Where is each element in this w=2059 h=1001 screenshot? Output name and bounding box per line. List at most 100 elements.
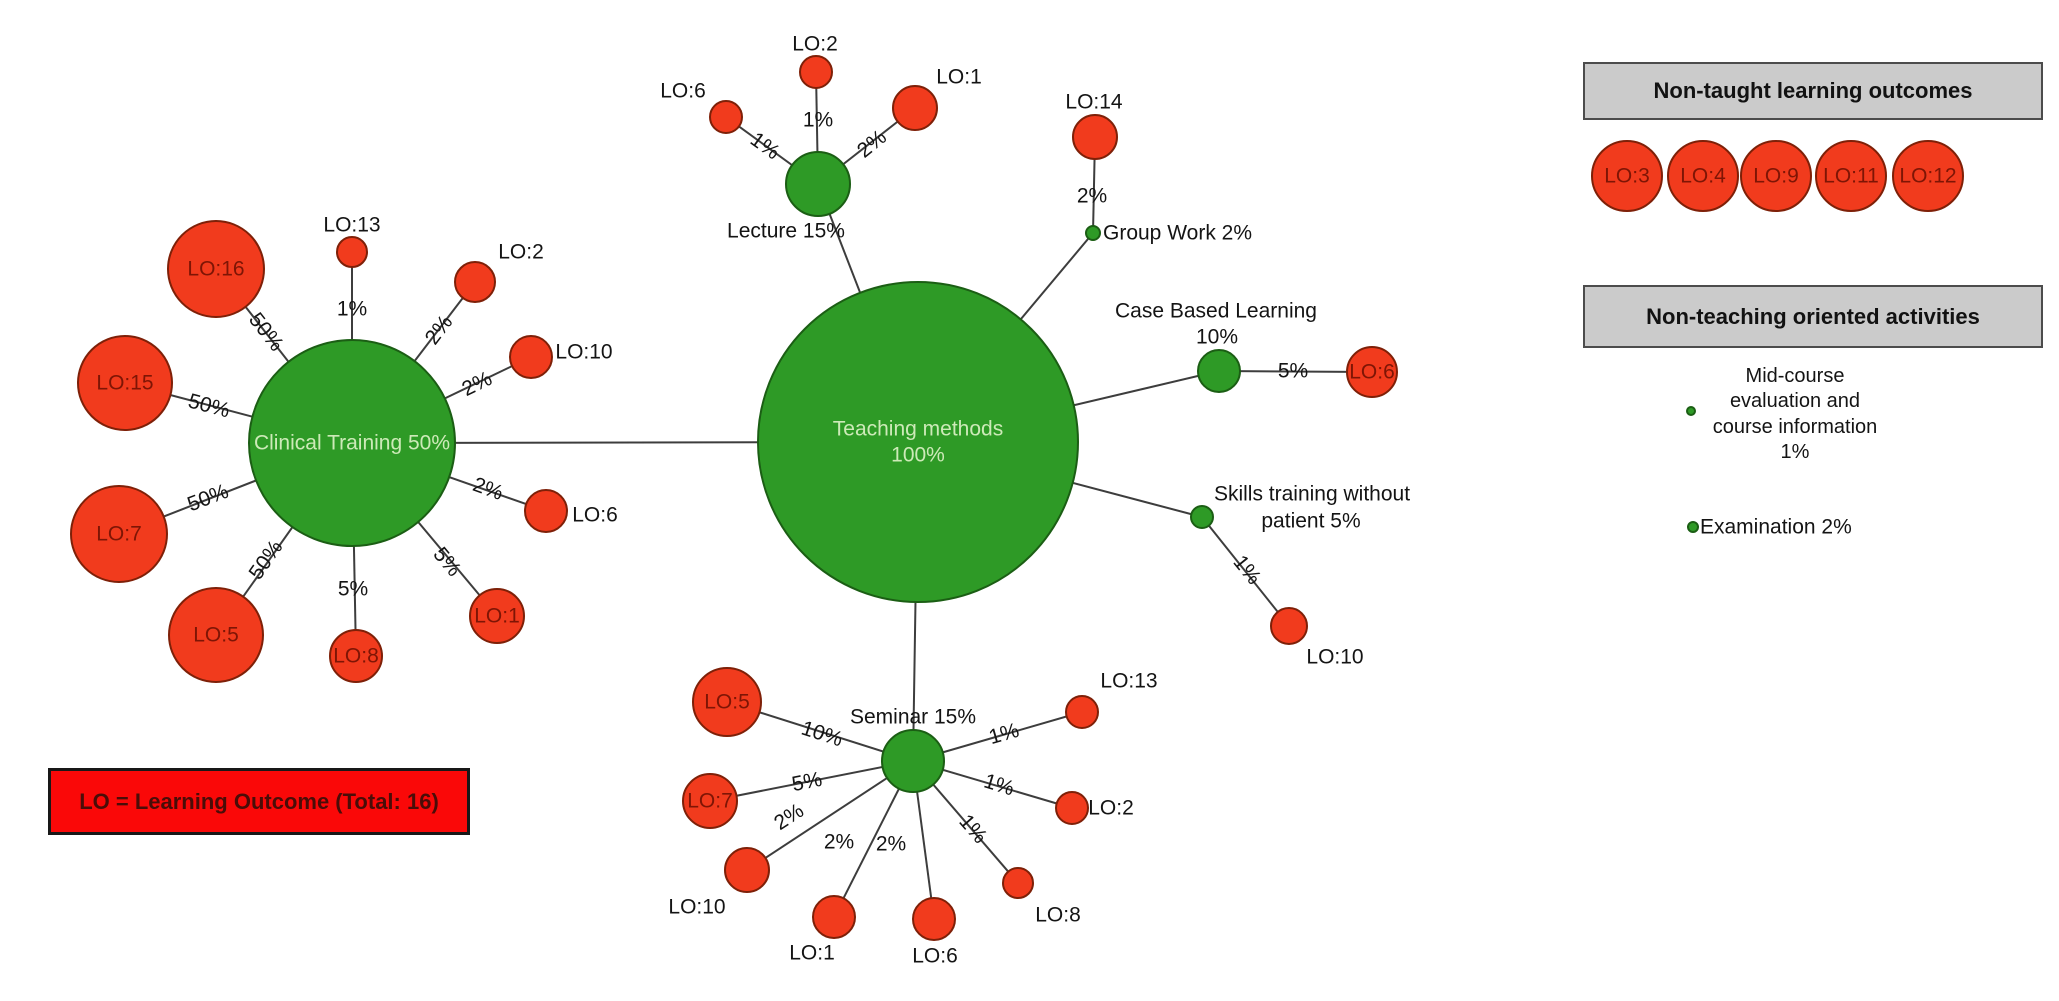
node-label-leg-lo11: LO:11: [1823, 165, 1879, 188]
lo1-lecture-label: LO:1: [936, 66, 982, 89]
node-sem-lo7: [682, 773, 738, 829]
node-c-lo7: [70, 485, 168, 583]
node-label-c-lo15: LO:15: [96, 372, 153, 395]
node-cbl: [1197, 349, 1241, 393]
node-sem-lo1: [812, 895, 856, 939]
node-c-lo6: [524, 489, 568, 533]
legend-non-taught-header: Non-taught learning outcomes: [1583, 62, 2043, 120]
case-based-learning-label: Case Based Learning: [1115, 300, 1317, 323]
node-sk-lo10: [1270, 607, 1308, 645]
node-label-cbl-lo6: LO:6: [1349, 361, 1395, 384]
edge-label-clinical-c-lo2: 2%: [421, 311, 458, 349]
edge-label-clinical-c-lo10: 2%: [458, 367, 495, 401]
edge-label-cbl-cbl-lo6: 5%: [1278, 360, 1308, 383]
examination-label: Examination 2%: [1700, 516, 1852, 539]
node-label-leg-lo3: LO:3: [1604, 165, 1650, 188]
legend-non-teaching-header: Non-teaching oriented activities: [1583, 285, 2043, 348]
node-dot-exam: [1687, 521, 1699, 533]
edge-label-clinical-c-lo13: 1%: [337, 298, 367, 321]
edge-label-seminar-sem-lo1: 2%: [824, 831, 854, 854]
node-sem-lo6: [912, 897, 956, 941]
node-leg-lo12: [1892, 140, 1964, 212]
node-label-clinical: Clinical Training 50%: [254, 432, 450, 455]
node-c-lo5: [168, 587, 264, 683]
seminar-label: Seminar 15%: [850, 706, 976, 729]
group-work-label: Group Work 2%: [1103, 222, 1252, 245]
edge-label-clinical-c-lo8: 5%: [338, 578, 368, 601]
node-sem-lo5: [692, 667, 762, 737]
skills-training-label-line2: patient 5%: [1261, 510, 1360, 533]
lo10-clinical-label: LO:10: [555, 341, 612, 364]
edge-label-lecture-l-lo6: 1%: [746, 128, 784, 164]
node-label-c-lo7: LO:7: [96, 523, 142, 546]
node-label-sem-lo7: LO:7: [687, 790, 733, 813]
edge-label-clinical-c-lo1: 5%: [428, 543, 465, 581]
node-label-c-lo16: LO:16: [187, 258, 244, 281]
node-sem-lo8: [1002, 867, 1034, 899]
node-c-lo13: [336, 236, 368, 268]
node-seminar: [881, 729, 945, 793]
edge-label-seminar-sem-lo6: 2%: [876, 833, 906, 856]
lo6-seminar-label: LO:6: [912, 945, 958, 968]
node-label-c-lo8: LO:8: [333, 645, 379, 668]
lo2-clinical-label: LO:2: [498, 241, 544, 264]
node-lo14: [1072, 114, 1118, 160]
edge-label-groupwork-lo14: 2%: [1077, 185, 1107, 208]
lo6-lecture-label: LO:6: [660, 80, 706, 103]
lo6-clinical-label: LO:6: [572, 504, 618, 527]
node-leg-lo11: [1815, 140, 1887, 212]
node-cbl-lo6: [1346, 346, 1398, 398]
lo13-clinical-label: LO:13: [323, 214, 380, 237]
edge-label-clinical-c-lo6: 2%: [470, 473, 506, 505]
edge-seminar-sem-lo10: [746, 760, 914, 871]
node-c-lo8: [329, 629, 383, 683]
node-label-leg-lo4: LO:4: [1680, 165, 1726, 188]
node-c-lo15: [77, 335, 173, 431]
lecture-label: Lecture 15%: [727, 220, 845, 243]
node-sem-lo13: [1065, 695, 1099, 729]
edge-label-seminar-sem-lo7: 5%: [790, 768, 824, 796]
node-label-leg-lo12: LO:12: [1899, 165, 1956, 188]
edge-label-seminar-sem-lo10: 2%: [770, 799, 808, 835]
lo2-lecture-label: LO:2: [792, 33, 838, 56]
midcourse-label-line2: evaluation and: [1730, 390, 1860, 412]
case-based-learning-pct: 10%: [1196, 326, 1238, 349]
lo-abbreviation-note: LO = Learning Outcome (Total: 16): [48, 768, 470, 835]
node-leg-lo9: [1740, 140, 1812, 212]
node-leg-lo3: [1591, 140, 1663, 212]
node-label-c-lo1: LO:1: [474, 605, 520, 628]
edge-label-seminar-sem-lo13: 1%: [986, 719, 1022, 749]
node-label-sem-lo5: LO:5: [704, 691, 750, 714]
lo2-seminar-label: LO:2: [1088, 797, 1134, 820]
lo1-seminar-label: LO:1: [789, 942, 835, 965]
edge-seminar-sem-lo7: [709, 760, 914, 802]
node-sem-lo2: [1055, 791, 1089, 825]
node-c-lo16: [167, 220, 265, 318]
midcourse-label-line3: course information: [1713, 416, 1878, 438]
node-l-lo2: [799, 55, 833, 89]
skills-training-label-line1: Skills training without: [1214, 483, 1410, 506]
node-lecture: [785, 151, 851, 217]
node-l-lo6: [709, 100, 743, 134]
node-label-leg-lo9: LO:9: [1753, 165, 1799, 188]
midcourse-label-pct: 1%: [1781, 441, 1810, 463]
node-groupwork: [1085, 225, 1101, 241]
node-c-lo2: [454, 261, 496, 303]
edge-label-clinical-c-lo15: 50%: [186, 389, 233, 422]
edge-label-clinical-c-lo7: 50%: [184, 480, 231, 517]
lo13-seminar-label: LO:13: [1100, 670, 1157, 693]
node-l-lo1: [892, 85, 938, 131]
lo10-skills-label: LO:10: [1306, 646, 1363, 669]
lo8-seminar-label: LO:8: [1035, 904, 1081, 927]
midcourse-label-line1: Mid-course: [1746, 365, 1845, 387]
node-teaching: [757, 281, 1079, 603]
edge-skills-sk-lo10: [1201, 516, 1290, 627]
lo14-label: LO:14: [1065, 91, 1123, 114]
node-c-lo1: [469, 588, 525, 644]
edge-label-seminar-sem-lo2: 1%: [981, 770, 1017, 801]
edge-label-clinical-c-lo16: 50%: [244, 308, 288, 355]
node-label-teaching: Teaching methods 100%: [833, 418, 1003, 467]
node-c-lo10: [509, 335, 553, 379]
node-sem-lo10: [724, 847, 770, 893]
